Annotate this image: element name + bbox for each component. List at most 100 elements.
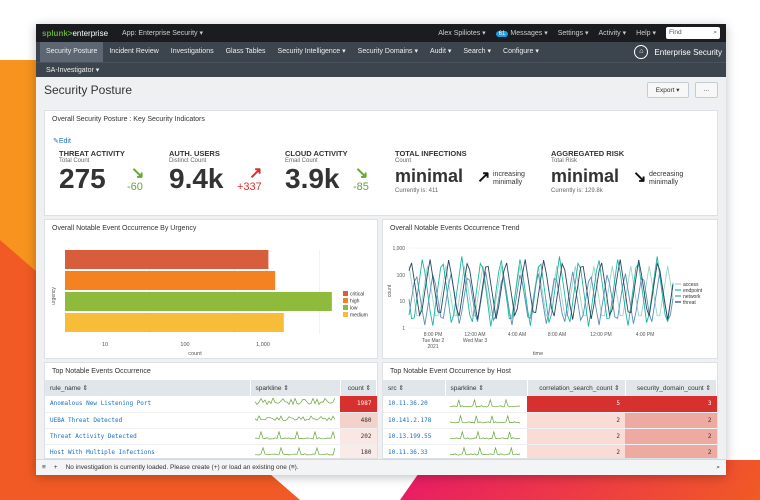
sparkline: [445, 412, 527, 429]
activity-menu[interactable]: Activity ▾: [598, 30, 627, 37]
kpi-subtitle: Email Count: [285, 158, 318, 164]
top-hosts-panel: Top Notable Event Occurrence by Host src…: [382, 362, 718, 459]
kpi-cloud-activity[interactable]: CLOUD ACTIVITY Email Count 3.9k ↘ -85: [285, 149, 385, 194]
find-input[interactable]: Find ⌕: [666, 27, 720, 39]
x-axis-label: time: [533, 351, 543, 357]
kpi-threat-activity[interactable]: THREAT ACTIVITY Total Count 275 ↘ -60: [59, 149, 159, 194]
app-menu[interactable]: App: Enterprise Security ▾: [122, 30, 203, 37]
src-ip[interactable]: 10.11.36.33: [383, 444, 445, 458]
x-tick-line: 2021: [427, 344, 438, 350]
more-button[interactable]: ...: [694, 82, 718, 98]
event-count: 180: [340, 444, 377, 458]
sparkline-path: [449, 446, 521, 456]
table-row[interactable]: Threat Activity Detected 202: [45, 428, 377, 445]
legend-swatch-medium: [343, 312, 348, 317]
table-row[interactable]: UEBA Threat Detected 480: [45, 412, 377, 429]
col-sparkline[interactable]: sparkline ⇕: [445, 380, 528, 396]
x-tick-line: Wed Mar 3: [463, 338, 488, 344]
table-row[interactable]: 10.11.36.20 5 3: [383, 396, 717, 413]
table-row[interactable]: 10.13.199.55 2 2: [383, 428, 717, 445]
bar-low[interactable]: [65, 292, 332, 311]
x-tick-line: 4:00 AM: [508, 332, 526, 338]
user-menu[interactable]: Alex Spiliotes ▾: [438, 30, 486, 37]
nav-glass-tables[interactable]: Glass Tables: [225, 48, 266, 55]
page-title: Security Posture: [44, 83, 133, 97]
table-header-row: rule_name ⇕ sparkline ⇕ count ⇕: [45, 380, 377, 396]
search-icon[interactable]: ⌕: [716, 463, 720, 471]
legend-label-threat: threat: [683, 300, 696, 306]
legend-label-medium: medium: [350, 313, 368, 319]
col-rule-name[interactable]: rule_name ⇕: [45, 380, 251, 396]
legend-label-endpoint: endpoint: [683, 288, 703, 294]
kpi-value: minimal: [395, 166, 464, 186]
add-icon[interactable]: +: [53, 464, 58, 471]
kpi-total-infections[interactable]: TOTAL INFECTIONS Count minimal ↗ increas…: [395, 149, 545, 194]
kpi-subtitle: Distinct Count: [169, 158, 207, 164]
investigation-bar: ≡ + No investigation is currently loaded…: [36, 459, 726, 475]
kpi-value: minimal: [551, 166, 620, 186]
nav-sa-investigator[interactable]: SA-Investigator ▾: [36, 62, 726, 77]
kpi-title: TOTAL INFECTIONS: [395, 149, 467, 158]
urgency-chart-title: Overall Notable Event Occurrence By Urge…: [52, 225, 197, 232]
kpi-title: AGGREGATED RISK: [551, 149, 625, 158]
messages-menu[interactable]: 61 Messages ▾: [495, 29, 548, 37]
kpi-auth-users[interactable]: AUTH. USERS Distinct Count 9.4k ↗ +337: [169, 149, 279, 194]
series-line-threat[interactable]: [408, 259, 674, 320]
bar-medium[interactable]: [65, 313, 284, 332]
kpi-trend: increasing minimally: [493, 171, 525, 186]
kpi-delta: -85: [353, 181, 369, 193]
legend-swatch-critical: [343, 291, 348, 296]
list-icon[interactable]: ≡: [42, 464, 46, 471]
sparkline-chart: [449, 398, 520, 408]
nav-security-intelligence[interactable]: Security Intelligence ▾: [277, 48, 346, 55]
series-line-endpoint[interactable]: [408, 256, 674, 327]
settings-menu[interactable]: Settings ▾: [557, 30, 589, 37]
table-row[interactable]: Anomalous New Listening Port 1987: [45, 396, 377, 413]
col-security-domain-count[interactable]: security_domain_count ⇕: [625, 380, 717, 396]
col-sparkline[interactable]: sparkline ⇕: [250, 380, 341, 396]
help-menu[interactable]: Help ▾: [636, 30, 656, 37]
src-ip[interactable]: 10.141.2.178: [383, 412, 445, 429]
rule-name[interactable]: UEBA Threat Detected: [45, 412, 250, 429]
nav-search[interactable]: Search ▾: [463, 48, 492, 55]
security-domain-count: 2: [625, 444, 717, 458]
table-row[interactable]: 10.141.2.178 2 2: [383, 412, 717, 429]
trend-line-chart: count time 1,000 100 10 1 8:00 PM Tue Mar…: [387, 246, 703, 357]
nav-audit[interactable]: Audit ▾: [429, 48, 452, 55]
top-bar: splunk>enterprise App: Enterprise Securi…: [36, 24, 726, 42]
nav-security-posture[interactable]: Security Posture: [40, 42, 104, 62]
splunk-logo[interactable]: splunk>enterprise: [42, 29, 108, 38]
bar-high[interactable]: [65, 271, 276, 290]
export-button[interactable]: Export ▾: [646, 82, 689, 98]
col-correlation-search-count[interactable]: correlation_search_count ⇕: [527, 380, 626, 396]
col-count[interactable]: count ⇕: [340, 380, 377, 396]
nav-investigations[interactable]: Investigations: [170, 48, 214, 55]
sparkline-path: [254, 430, 336, 440]
table-row[interactable]: Host With Multiple Infections 180: [45, 444, 377, 458]
bar-critical[interactable]: [65, 250, 269, 269]
search-icon: ⌕: [713, 29, 717, 36]
src-ip[interactable]: 10.13.199.55: [383, 428, 445, 445]
sparkline: [445, 444, 527, 458]
urgency-chart-panel: Overall Notable Event Occurrence By Urge…: [44, 219, 378, 359]
sparkline-path: [254, 415, 336, 422]
nav-security-domains[interactable]: Security Domains ▾: [357, 48, 418, 55]
nav-configure[interactable]: Configure ▾: [503, 48, 539, 55]
logo-suffix: enterprise: [72, 28, 109, 38]
x-tick-line: 8:00 AM: [548, 332, 566, 338]
table-row[interactable]: 10.11.36.33 2 2: [383, 444, 717, 458]
rule-name[interactable]: Threat Activity Detected: [45, 428, 250, 445]
rule-name[interactable]: Anomalous New Listening Port: [45, 396, 250, 413]
series-line-access[interactable]: [408, 265, 674, 317]
edit-link[interactable]: ✎Edit: [53, 138, 71, 145]
kpi-aggregated-risk[interactable]: AGGREGATED RISK Total Risk minimal ↘ dec…: [551, 149, 711, 194]
col-src[interactable]: src ⇕: [383, 380, 446, 396]
top-events-title: Top Notable Events Occurrence: [52, 368, 151, 375]
kpi-panel-title: Overall Security Posture : Key Security …: [52, 116, 205, 123]
nav-incident-review[interactable]: Incident Review: [109, 48, 159, 55]
rule-name[interactable]: Host With Multiple Infections: [45, 444, 250, 458]
sparkline: [445, 428, 527, 445]
src-ip[interactable]: 10.11.36.20: [383, 396, 445, 413]
